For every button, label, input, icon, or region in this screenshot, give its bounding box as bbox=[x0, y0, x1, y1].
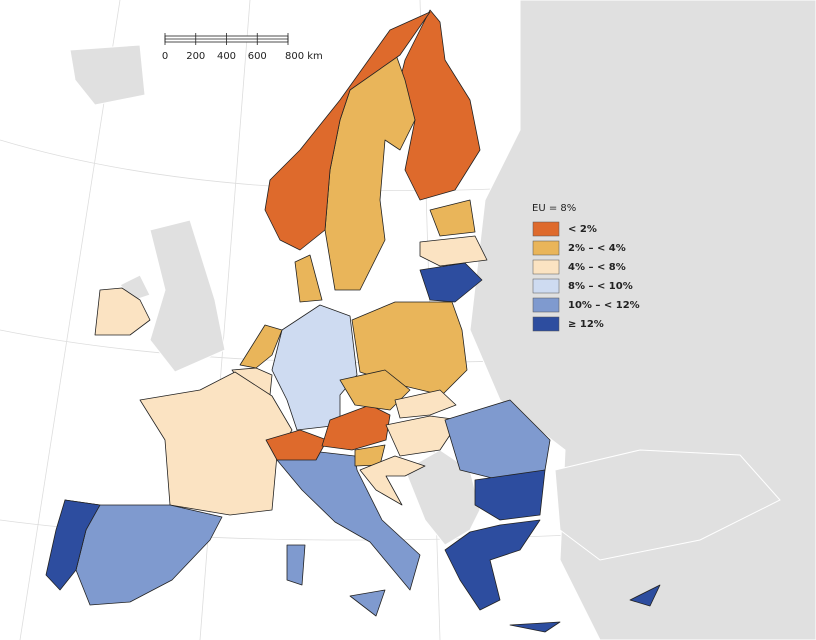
region bbox=[475, 470, 545, 520]
legend-label: ≥ 12% bbox=[568, 319, 604, 330]
legend-swatch bbox=[533, 241, 559, 255]
region bbox=[295, 255, 322, 302]
legend-label: 8% – < 10% bbox=[568, 281, 633, 292]
legend-swatch bbox=[533, 298, 559, 312]
region bbox=[430, 200, 475, 236]
region bbox=[420, 263, 482, 302]
map: EU = 8% < 2% 2% – < 4% 4% – < 8% 8% – < 10%… bbox=[0, 0, 816, 640]
scale-label: 800 km bbox=[285, 51, 323, 62]
region bbox=[420, 236, 487, 266]
region bbox=[272, 305, 357, 430]
scale-label: 0 bbox=[162, 51, 168, 62]
scale-label: 400 bbox=[217, 51, 236, 62]
region bbox=[510, 622, 560, 632]
scale-label: 200 bbox=[186, 51, 205, 62]
legend-label: 2% – < 4% bbox=[568, 243, 626, 254]
legend-title: EU = 8% bbox=[532, 203, 576, 214]
legend-label: < 2% bbox=[568, 224, 597, 235]
legend-swatch bbox=[533, 279, 559, 293]
legend-swatch bbox=[533, 317, 559, 331]
region bbox=[287, 545, 305, 585]
legend-label: 4% – < 8% bbox=[568, 262, 626, 273]
region bbox=[400, 10, 480, 200]
region bbox=[325, 52, 415, 290]
scale-label: 600 bbox=[248, 51, 267, 62]
legend-swatch bbox=[533, 260, 559, 274]
region bbox=[350, 590, 385, 616]
legend-label: 10% – < 12% bbox=[568, 300, 640, 311]
page: {"legend":{"title":"EU = 8%","classes":[… bbox=[0, 0, 816, 640]
legend-swatch bbox=[533, 222, 559, 236]
